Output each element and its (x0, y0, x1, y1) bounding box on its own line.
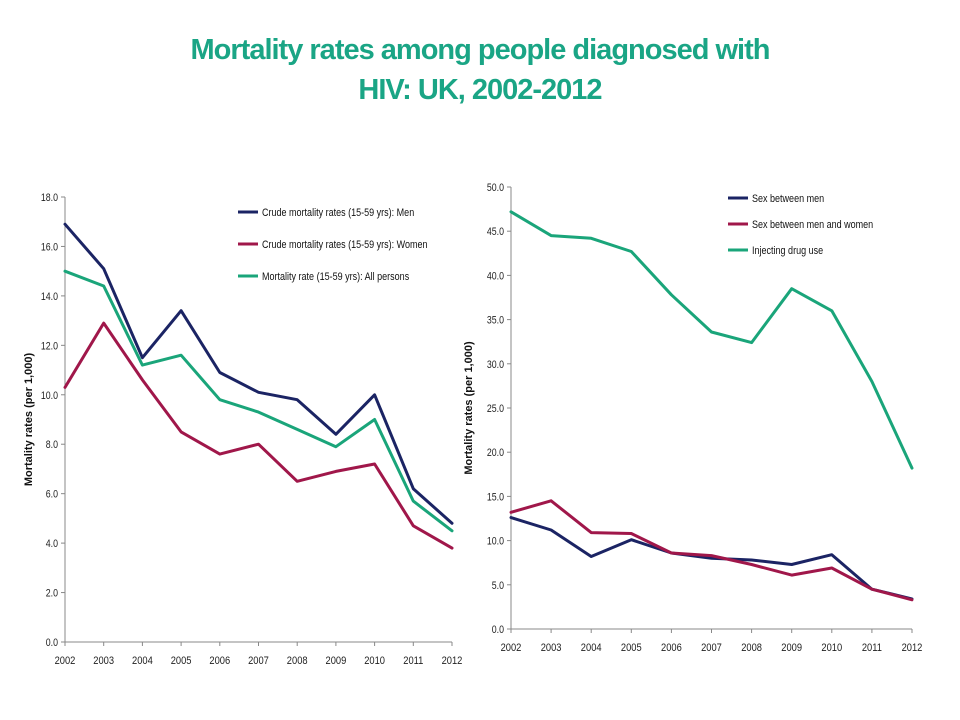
left-legend-label-3: Mortality rate (15-59 yrs): All persons (262, 271, 409, 283)
right-x-tick-label: 2002 (501, 642, 522, 654)
right-x-tick-label: 2006 (661, 642, 682, 654)
right-legend-label-2: Sex between men and women (752, 219, 873, 231)
right-x-tick-label: 2010 (821, 642, 842, 654)
right-x-tick-label: 2009 (781, 642, 802, 654)
right-x-tick-label: 2004 (581, 642, 602, 654)
left-y-tick-label: 14.0 (41, 291, 59, 303)
right-y-tick-label: 30.0 (487, 359, 505, 371)
right-y-tick-label: 50.0 (487, 182, 505, 194)
left-x-tick-label: 2002 (55, 655, 76, 667)
left-x-tick-label: 2007 (248, 655, 269, 667)
left-y-tick-label: 18.0 (41, 192, 59, 204)
left-y-tick-label: 2.0 (46, 588, 59, 600)
right-series-line-2 (509, 499, 914, 602)
left-series-line-3 (63, 269, 454, 533)
left-x-tick-label: 2010 (364, 655, 385, 667)
right-x-tick-label: 2005 (621, 642, 642, 654)
left-y-axis-label: Mortality rates (per 1,000) (23, 353, 35, 487)
left-y-tick-label: 8.0 (46, 439, 59, 451)
left-series-line-1 (63, 222, 454, 525)
right-y-tick-label: 45.0 (487, 226, 505, 238)
right-x-tick-label: 2012 (902, 642, 923, 654)
right-y-tick-label: 0.0 (492, 624, 505, 636)
right-x-tick-label: 2008 (741, 642, 762, 654)
right-x-tick-label: 2007 (701, 642, 722, 654)
chart-left-mortality-by-sex: 0.0 2.0 4.0 6.0 8.0 10.0 12.0 14.0 16.0 18.0 2002 2… (23, 192, 463, 667)
right-y-tick-label: 20.0 (487, 447, 505, 459)
right-y-axis-label: Mortality rates (per 1,000) (463, 341, 475, 475)
left-legend-label-2: Crude mortality rates (15-59 yrs): Women (262, 239, 428, 251)
left-x-tick-label: 2004 (132, 655, 153, 667)
left-x-tick-label: 2005 (171, 655, 192, 667)
left-x-tick-label: 2006 (209, 655, 230, 667)
left-y-tick-label: 0.0 (46, 637, 59, 649)
left-y-tick-label: 16.0 (41, 242, 59, 254)
right-y-tick-label: 40.0 (487, 271, 505, 283)
right-y-tick-label: 25.0 (487, 403, 505, 415)
right-legend-label-3: Injecting drug use (752, 245, 823, 257)
left-y-tick-label: 12.0 (41, 340, 59, 352)
left-x-tick-label: 2008 (287, 655, 308, 667)
right-y-tick-label: 5.0 (492, 580, 505, 592)
left-x-tick-label: 2011 (403, 655, 423, 667)
left-series-line-2 (63, 321, 454, 550)
right-series-line-3 (509, 210, 914, 470)
left-x-tick-label: 2009 (326, 655, 347, 667)
slide-title: Mortality rates among people diagnosed w… (0, 30, 960, 110)
left-legend-label-1: Crude mortality rates (15-59 yrs): Men (262, 207, 414, 219)
title-line-2: HIV: UK, 2002-2012 (358, 74, 602, 106)
right-y-tick-label: 10.0 (487, 536, 505, 548)
left-y-tick-label: 6.0 (46, 489, 59, 501)
title-line-1: Mortality rates among people diagnosed w… (190, 34, 771, 66)
left-y-tick-label: 10.0 (41, 390, 59, 402)
left-x-tick-label: 2012 (442, 655, 463, 667)
right-series-line-1 (509, 516, 914, 601)
right-x-tick-label: 2011 (862, 642, 882, 654)
right-x-tick-label: 2003 (541, 642, 562, 654)
left-x-tick-label: 2003 (93, 655, 114, 667)
left-y-tick-label: 4.0 (46, 538, 59, 550)
right-legend-label-1: Sex between men (752, 193, 824, 205)
right-y-tick-label: 35.0 (487, 315, 505, 327)
right-y-tick-label: 15.0 (487, 492, 505, 504)
